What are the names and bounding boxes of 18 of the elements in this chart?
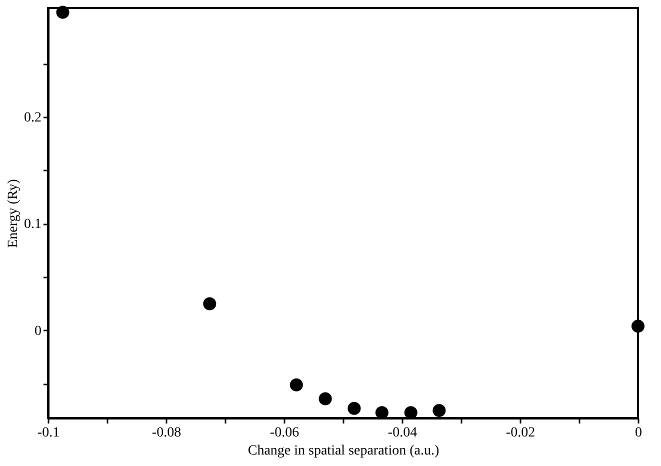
x-tick-label: -0.06: [270, 426, 300, 440]
point: [631, 320, 645, 333]
point: [318, 392, 332, 406]
x-tick-label: 0: [635, 426, 642, 440]
x-tick-label: -0.08: [152, 426, 182, 440]
point: [290, 378, 303, 392]
x-tick-label: -0.02: [506, 426, 536, 440]
point: [432, 404, 446, 418]
point: [56, 6, 70, 19]
point: [348, 402, 361, 415]
y-tick-label: 0: [34, 324, 42, 339]
x-tick-label: -0.04: [388, 426, 418, 440]
y-tick-label: 0.2: [24, 110, 42, 126]
y-tick-label: 0.1: [24, 217, 42, 232]
x-axis-title: Change in spatial separation (a.u.): [248, 444, 440, 458]
x-tick-label: -0.1: [37, 426, 60, 440]
point: [203, 297, 216, 310]
y-axis-title: Energy (Ry): [6, 178, 21, 248]
